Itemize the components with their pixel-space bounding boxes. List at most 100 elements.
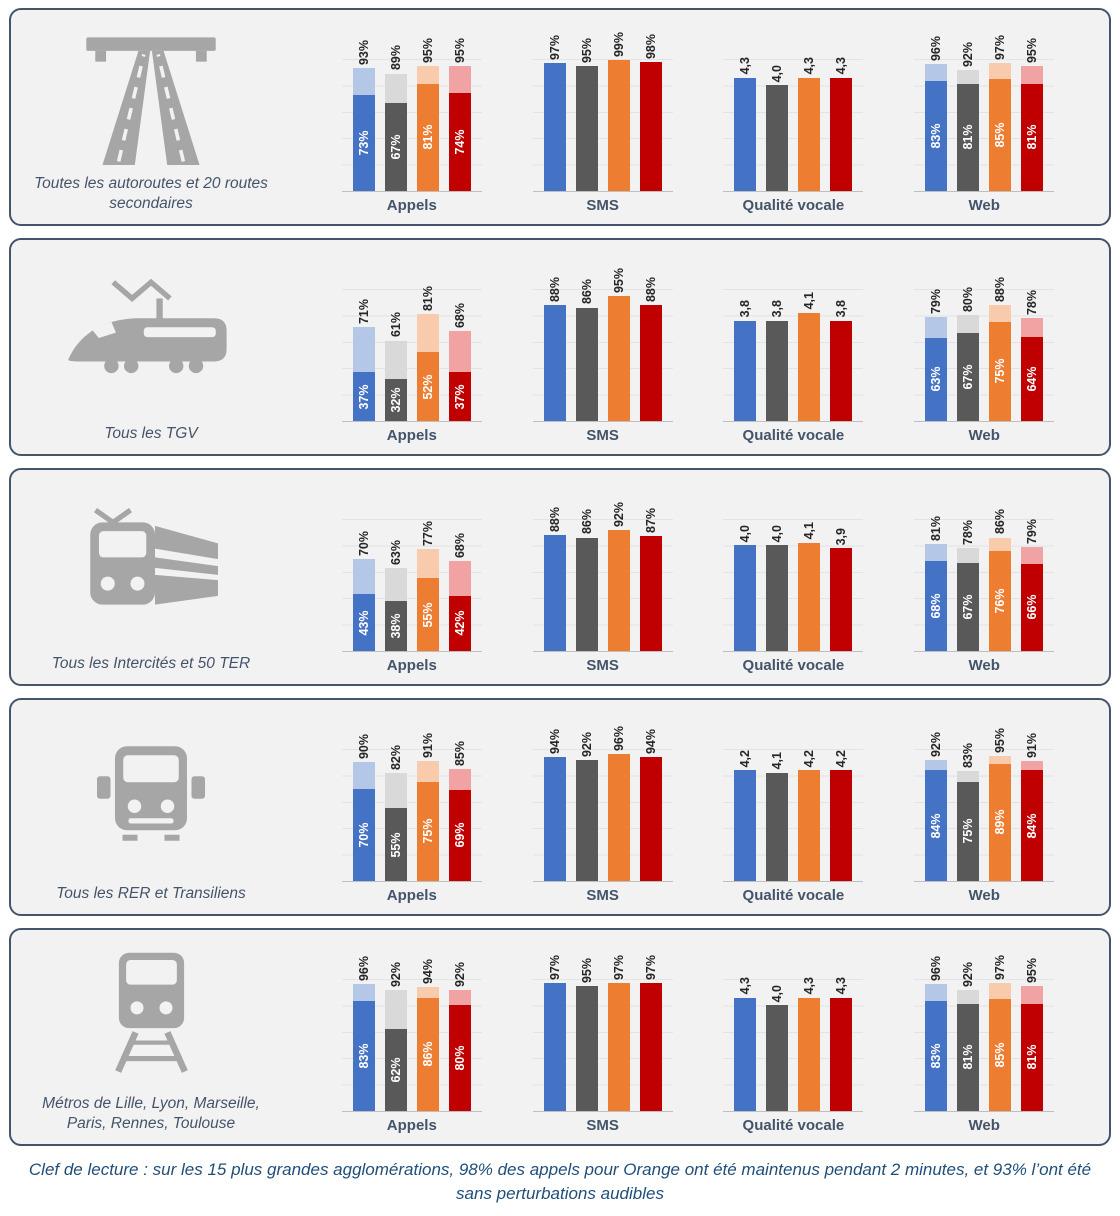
bar-blue-value: 3,8	[738, 300, 753, 318]
panel-left: Tous les Intercités et 50 TER	[11, 470, 291, 684]
bar-blue: 83% 96%	[352, 956, 375, 1111]
bar-red: 66% 79%	[1021, 518, 1044, 651]
bar-red-value: 98%	[643, 33, 658, 59]
bar-gray: 81% 92%	[957, 42, 980, 191]
bar-gray: 86%	[575, 279, 598, 421]
chart-plot: 97% 95% 97% 97%	[532, 955, 673, 1112]
panel-left: Toutes les autoroutes et 20 routes secon…	[11, 10, 291, 224]
bar-orange: 81% 95%	[416, 38, 439, 191]
bar-blue: 70% 90%	[352, 734, 375, 881]
transport-label: Tous les TGV	[104, 424, 198, 442]
bar-blue-inner-value: 37%	[356, 384, 371, 410]
chart-sms: 94% 92% 96% 94% SMS	[532, 726, 673, 904]
bar-blue: 63% 79%	[925, 289, 948, 421]
bar-red: 97%	[639, 955, 662, 1111]
bar-gray-value: 4,1	[770, 752, 785, 770]
bar-blue: 88%	[543, 507, 566, 651]
bar-gray: 62% 92%	[384, 962, 407, 1111]
chart-plot: 63% 79% 67% 80% 75% 88% 64% 78%	[914, 277, 1055, 422]
bar-gray: 38% 63%	[384, 519, 407, 651]
bar-red: 81% 95%	[1021, 38, 1044, 191]
bar-solid-segment	[925, 1001, 948, 1111]
chart-plot: 97% 95% 99% 98%	[532, 32, 673, 192]
bar-solid-segment	[989, 998, 1012, 1111]
chart-title: Web	[968, 657, 1000, 674]
chart-sms: 97% 95% 97% 97% SMS	[532, 955, 673, 1134]
bar-solid-segment	[448, 93, 471, 191]
bar-red-value: 97%	[643, 954, 658, 980]
panel-left: Tous les TGV	[11, 240, 291, 454]
bar-gray-inner-value: 81%	[960, 124, 975, 151]
bar-solid-segment	[1021, 563, 1044, 651]
bar-blue-value: 96%	[928, 36, 943, 62]
bar-red-inner-value: 81%	[1024, 1044, 1039, 1071]
bar-orange-value: 97%	[992, 34, 1007, 60]
bar-gray: 81% 92%	[957, 962, 980, 1111]
bar-segment	[734, 77, 757, 191]
bar-solid-segment	[384, 808, 407, 881]
chart-appels: 73% 93% 67% 89% 81% 95% 74% 95% Appels	[341, 38, 482, 214]
bar-gray-inner-value: 75%	[960, 818, 975, 845]
chart-title: Appels	[386, 887, 437, 904]
bar-gray-inner-value: 32%	[388, 387, 403, 413]
bar-blue-value: 88%	[547, 276, 562, 302]
bar-gray-value: 3,8	[770, 300, 785, 318]
panel-left: Tous les RER et Transiliens	[11, 700, 291, 914]
bar-segment	[639, 756, 662, 881]
chart-title: Qualité vocale	[742, 887, 845, 904]
bar-segment	[543, 63, 566, 191]
bar-solid-segment	[448, 595, 471, 651]
bar-blue: 4,3	[734, 57, 757, 191]
chart-plot: 4,2 4,1 4,2 4,2	[723, 749, 864, 882]
panels: Toutes les autoroutes et 20 routes secon…	[9, 8, 1111, 1146]
bar-blue-value: 4,3	[738, 977, 753, 995]
bar-red-value: 79%	[1024, 518, 1039, 544]
chart-title: Web	[968, 427, 1000, 444]
bar-red-value: 95%	[1024, 37, 1039, 63]
bar-red: 84% 91%	[1021, 733, 1044, 881]
bar-gray: 55% 82%	[384, 745, 407, 881]
chart-title: SMS	[586, 657, 619, 674]
reading-key-caption: Clef de lecture : sur les 15 plus grande…	[28, 1160, 1092, 1203]
bar-gray-value: 4,0	[770, 65, 785, 83]
bar-gray-inner-value: 67%	[388, 134, 403, 160]
charts: 70% 90% 55% 82% 75% 91% 69% 85% Appels 94% 92% 96% 9…	[291, 700, 1109, 914]
chart-plot: 88% 86% 92% 87%	[532, 502, 673, 652]
bar-gray-value: 4,0	[770, 985, 785, 1003]
bar-gray-value: 63%	[388, 539, 403, 565]
bar-gray: 95%	[575, 958, 598, 1111]
bar-gray-inner-value: 81%	[960, 1044, 975, 1071]
bar-red-value: 3,8	[834, 300, 849, 318]
bar-segment	[575, 759, 598, 881]
bar-gray-inner-value: 67%	[960, 364, 975, 390]
bar-red-inner-value: 74%	[452, 129, 467, 155]
chart-plot: 70% 90% 55% 82% 75% 91% 69% 85%	[341, 733, 482, 882]
bar-orange-inner-value: 85%	[992, 122, 1007, 148]
bar-orange: 76% 86%	[989, 509, 1012, 651]
bar-gray-value: 78%	[960, 519, 975, 545]
bar-blue: 83% 96%	[925, 36, 948, 191]
bar-gray-inner-value: 55%	[388, 832, 403, 858]
bar-red: 42% 68%	[448, 519, 471, 651]
bar-blue-inner-value: 84%	[928, 813, 943, 839]
chart-plot: 43% 70% 38% 63% 55% 77% 42% 68%	[341, 519, 482, 652]
bar-red-inner-value: 69%	[452, 822, 467, 849]
chart-plot: 4,0 4,0 4,1 3,9	[723, 519, 864, 652]
bar-orange: 85% 97%	[989, 955, 1012, 1111]
bar-segment	[734, 997, 757, 1111]
bar-orange-inner-value: 85%	[992, 1042, 1007, 1068]
bar-solid-segment	[957, 562, 980, 651]
bar-gray-value: 80%	[960, 287, 975, 313]
bar-red: 3,8	[830, 289, 853, 421]
bar-blue: 43% 70%	[352, 519, 375, 651]
bar-gray-value: 82%	[388, 744, 403, 770]
bar-gray: 4,0	[766, 59, 789, 191]
panel-left: Métros de Lille, Lyon, Marseille, Paris,…	[11, 930, 291, 1144]
transport-panel: Toutes les autoroutes et 20 routes secon…	[9, 8, 1111, 226]
chart-plot: 68% 81% 67% 78% 76% 86% 66% 79%	[914, 509, 1055, 652]
bar-blue-value: 97%	[547, 954, 562, 980]
bar-red-inner-value: 37%	[452, 384, 467, 410]
bar-red-value: 95%	[452, 37, 467, 63]
bar-blue: 68% 81%	[925, 516, 948, 651]
chart-web: 83% 96% 81% 92% 85% 97% 81% 95% Web	[914, 35, 1055, 214]
